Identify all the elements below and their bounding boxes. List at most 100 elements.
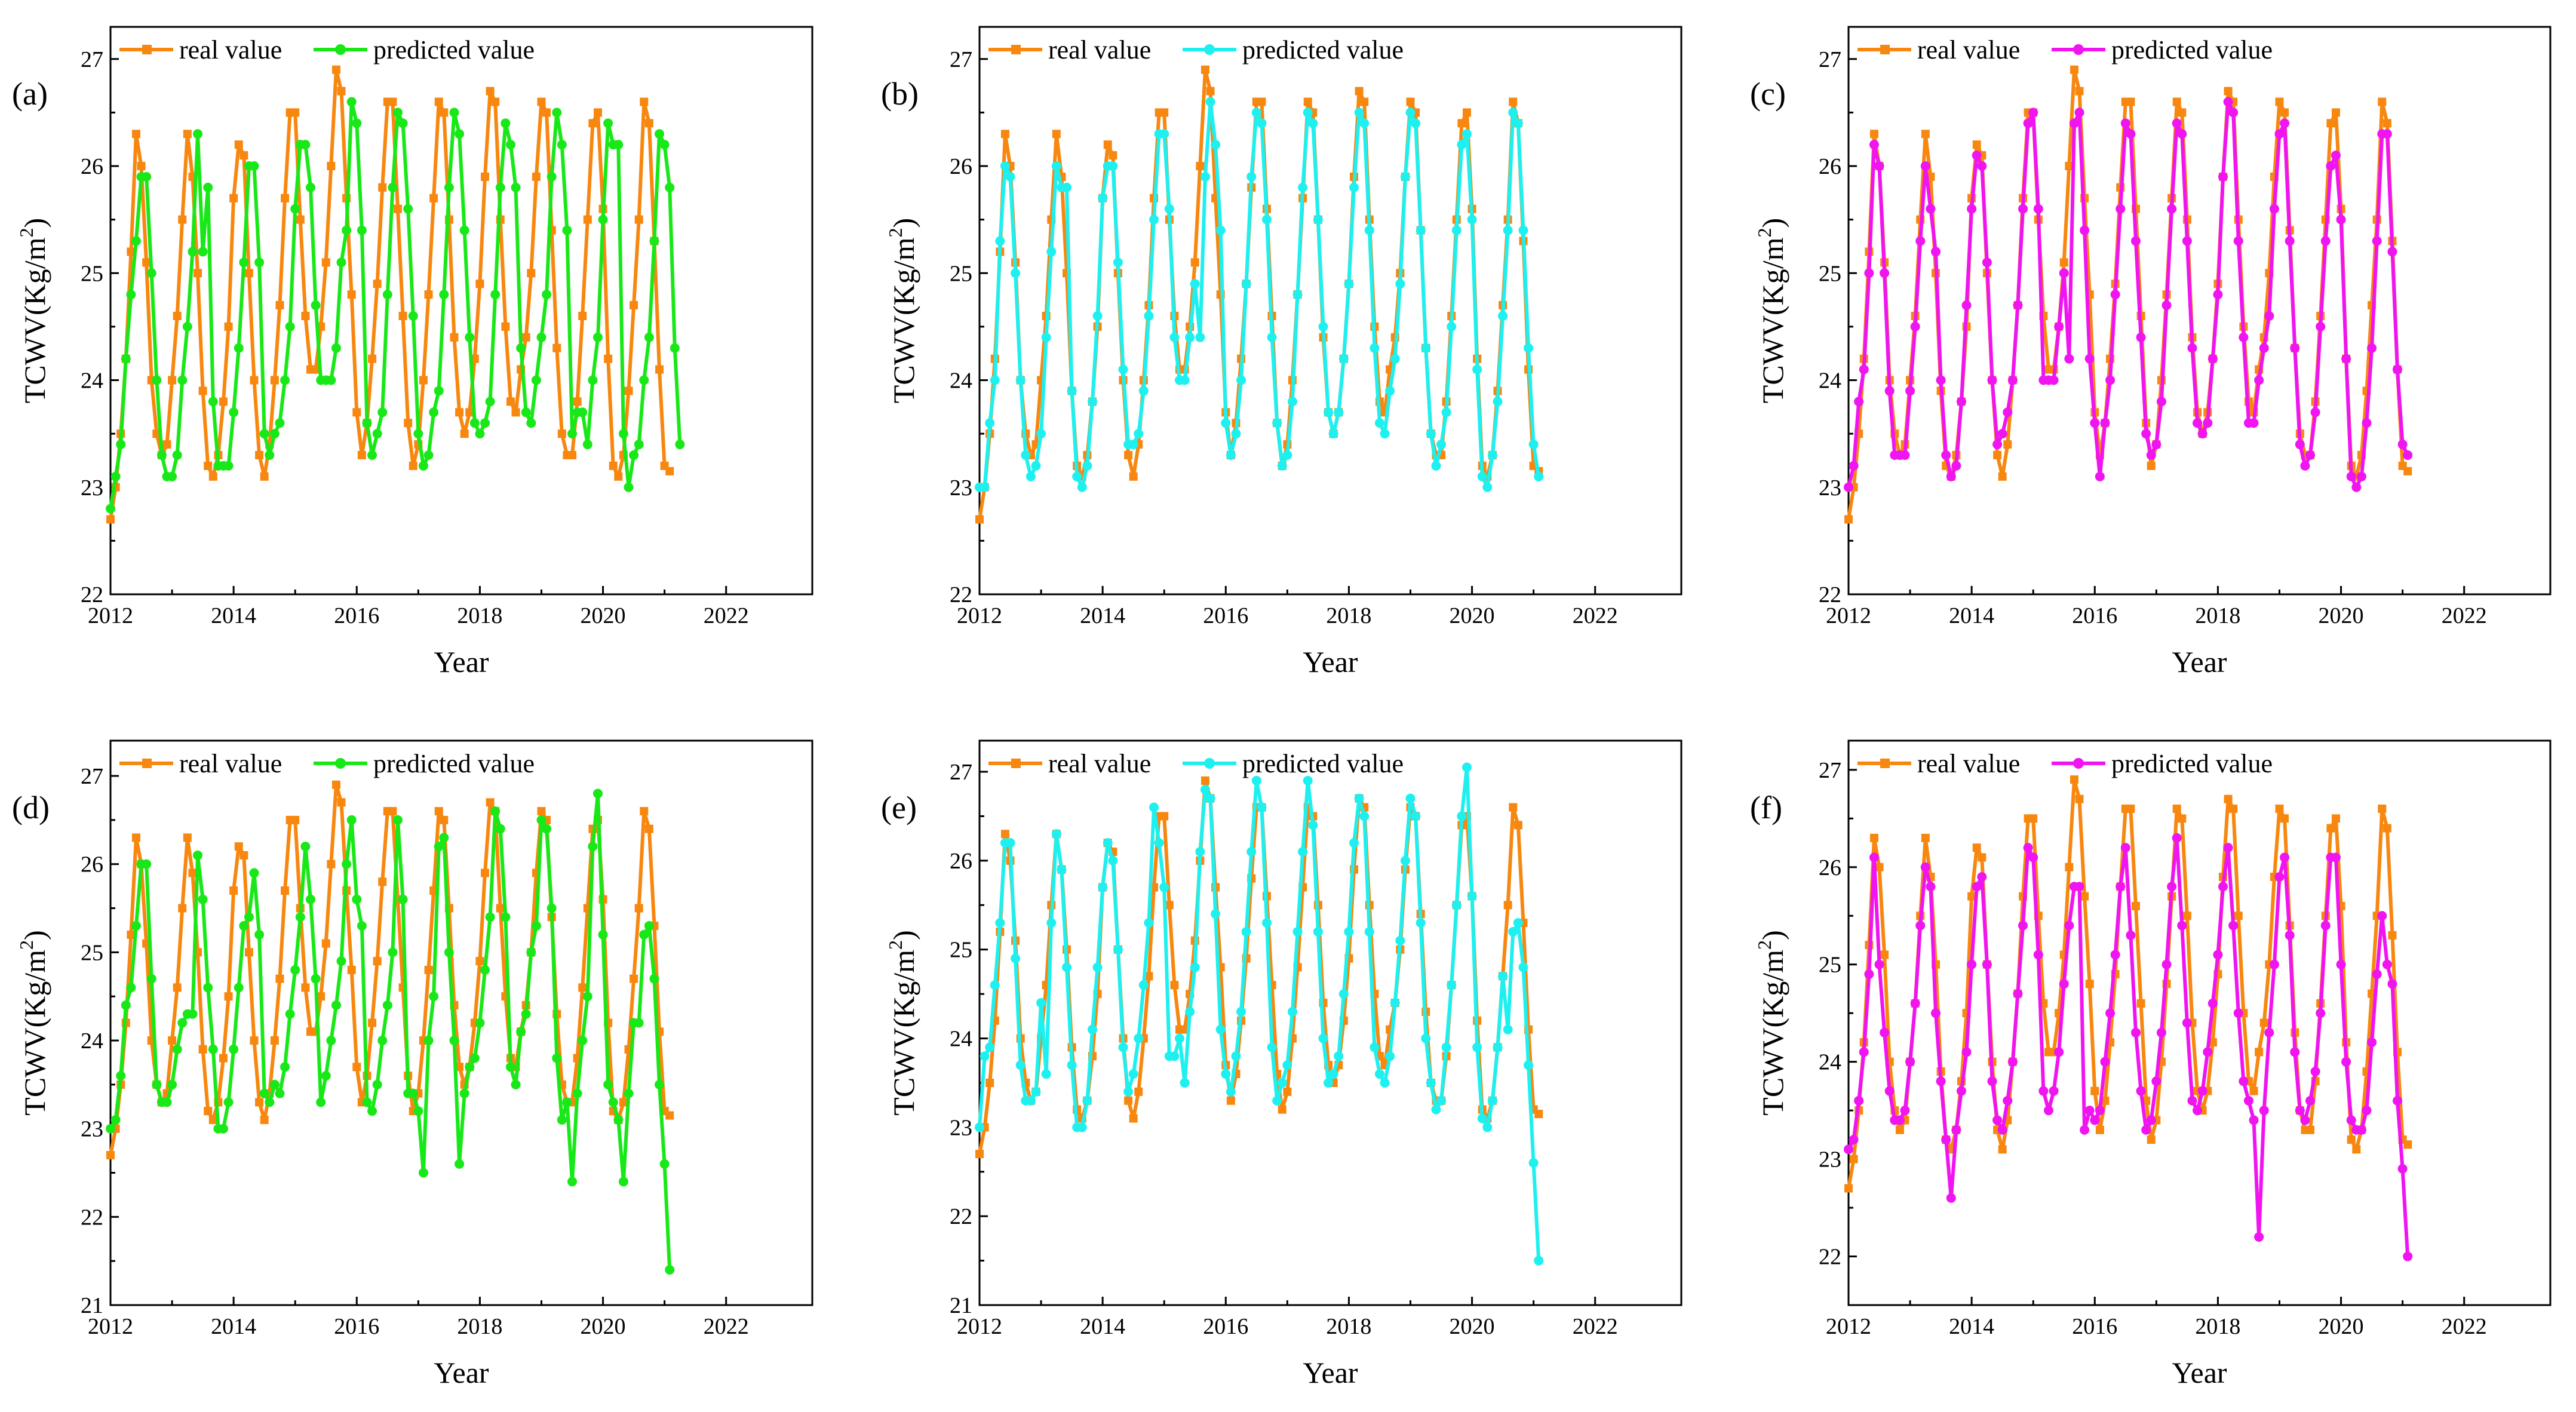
data-point [1518, 225, 1528, 235]
data-point [481, 868, 490, 877]
data-point [182, 321, 192, 331]
data-point [254, 929, 265, 940]
data-point [1370, 1042, 1380, 1052]
data-point [2146, 450, 2156, 460]
data-point [531, 375, 541, 385]
data-point [162, 440, 171, 449]
y-tick-label: 24 [950, 1027, 972, 1052]
data-point [1261, 918, 1272, 928]
data-point [2023, 118, 2033, 128]
data-point [424, 290, 433, 299]
data-point [1880, 268, 1890, 278]
data-point [223, 461, 234, 471]
data-point [546, 171, 557, 182]
data-point [198, 1045, 207, 1054]
data-point [1467, 891, 1477, 901]
data-point [1385, 386, 1395, 396]
data-point [2346, 1115, 2356, 1125]
data-point [106, 1150, 115, 1159]
data-point [188, 1009, 198, 1019]
series-predicted [106, 97, 685, 514]
data-point [2249, 1115, 2259, 1125]
y-tick-label: 27 [950, 760, 972, 785]
data-point [106, 515, 115, 524]
legend-label: predicted value [1242, 749, 1404, 778]
data-point [2141, 1125, 2151, 1135]
data-point [1138, 980, 1149, 990]
data-point [265, 1097, 275, 1107]
data-point [409, 461, 417, 470]
legend-label: predicted value [373, 35, 535, 65]
axes-frame [978, 26, 1682, 596]
data-point [116, 1071, 126, 1081]
data-point [301, 311, 310, 320]
data-point [536, 815, 546, 825]
data-point [2100, 1057, 2110, 1067]
data-point [1226, 1096, 1235, 1105]
data-point [1267, 1042, 1277, 1052]
data-point [2038, 1086, 2049, 1096]
data-point [980, 482, 990, 492]
data-point [1021, 450, 1031, 460]
data-point [2367, 343, 2377, 353]
data-point [327, 860, 336, 868]
data-point [1884, 1086, 1895, 1096]
data-point [526, 418, 536, 428]
data-point [2130, 1027, 2141, 1037]
data-point [2141, 429, 2151, 439]
data-point [2228, 920, 2239, 931]
y-axis-label: TCWV(Kg/m2) [885, 930, 920, 1115]
axes-frame [1847, 26, 2552, 596]
data-point [1354, 793, 1364, 803]
data-point [208, 397, 218, 407]
data-point [567, 1177, 578, 1187]
data-point [670, 343, 680, 353]
data-point [2059, 258, 2068, 267]
data-point [659, 1159, 670, 1169]
data-point [346, 97, 357, 107]
data-point [2239, 1076, 2249, 1086]
data-point [537, 97, 546, 106]
data-point [2233, 236, 2243, 246]
data-point [346, 815, 357, 825]
data-point [2028, 108, 2038, 118]
panel-letter: (a) [12, 76, 48, 112]
data-point [1185, 332, 1195, 342]
data-point [1431, 461, 1441, 471]
x-tick-label: 2018 [2195, 1314, 2240, 1339]
y-tick-label: 26 [950, 154, 972, 179]
y-tick-label: 26 [1819, 855, 1841, 880]
data-point [630, 301, 638, 310]
legend-label: predicted value [2111, 749, 2273, 778]
data-point [1026, 471, 1036, 481]
data-point [655, 129, 665, 139]
data-point [2300, 1115, 2310, 1125]
data-point [146, 974, 156, 984]
data-point [496, 904, 505, 913]
data-point [1129, 1114, 1138, 1123]
data-point [440, 815, 449, 824]
y-tick-label: 27 [950, 47, 972, 72]
data-point [1109, 151, 1117, 160]
data-point [2178, 814, 2187, 823]
data-point [485, 397, 495, 407]
data-point [1528, 1158, 1539, 1168]
data-point [1190, 258, 1199, 267]
data-point [644, 119, 653, 128]
data-point [521, 333, 530, 342]
data-point [208, 1115, 217, 1124]
data-point [2172, 97, 2181, 106]
data-point [1931, 1008, 1941, 1018]
data-point [1128, 1069, 1138, 1079]
data-point [592, 332, 603, 342]
data-point [1498, 311, 1508, 321]
y-tick-label: 26 [950, 849, 972, 874]
data-point [1880, 1027, 1890, 1037]
data-point [1287, 397, 1297, 407]
data-point [250, 376, 259, 385]
data-point [439, 833, 449, 843]
data-point [321, 258, 330, 267]
y-tick-label: 27 [81, 764, 103, 789]
data-point [1282, 1060, 1292, 1070]
axes-frame [1847, 739, 2552, 1306]
